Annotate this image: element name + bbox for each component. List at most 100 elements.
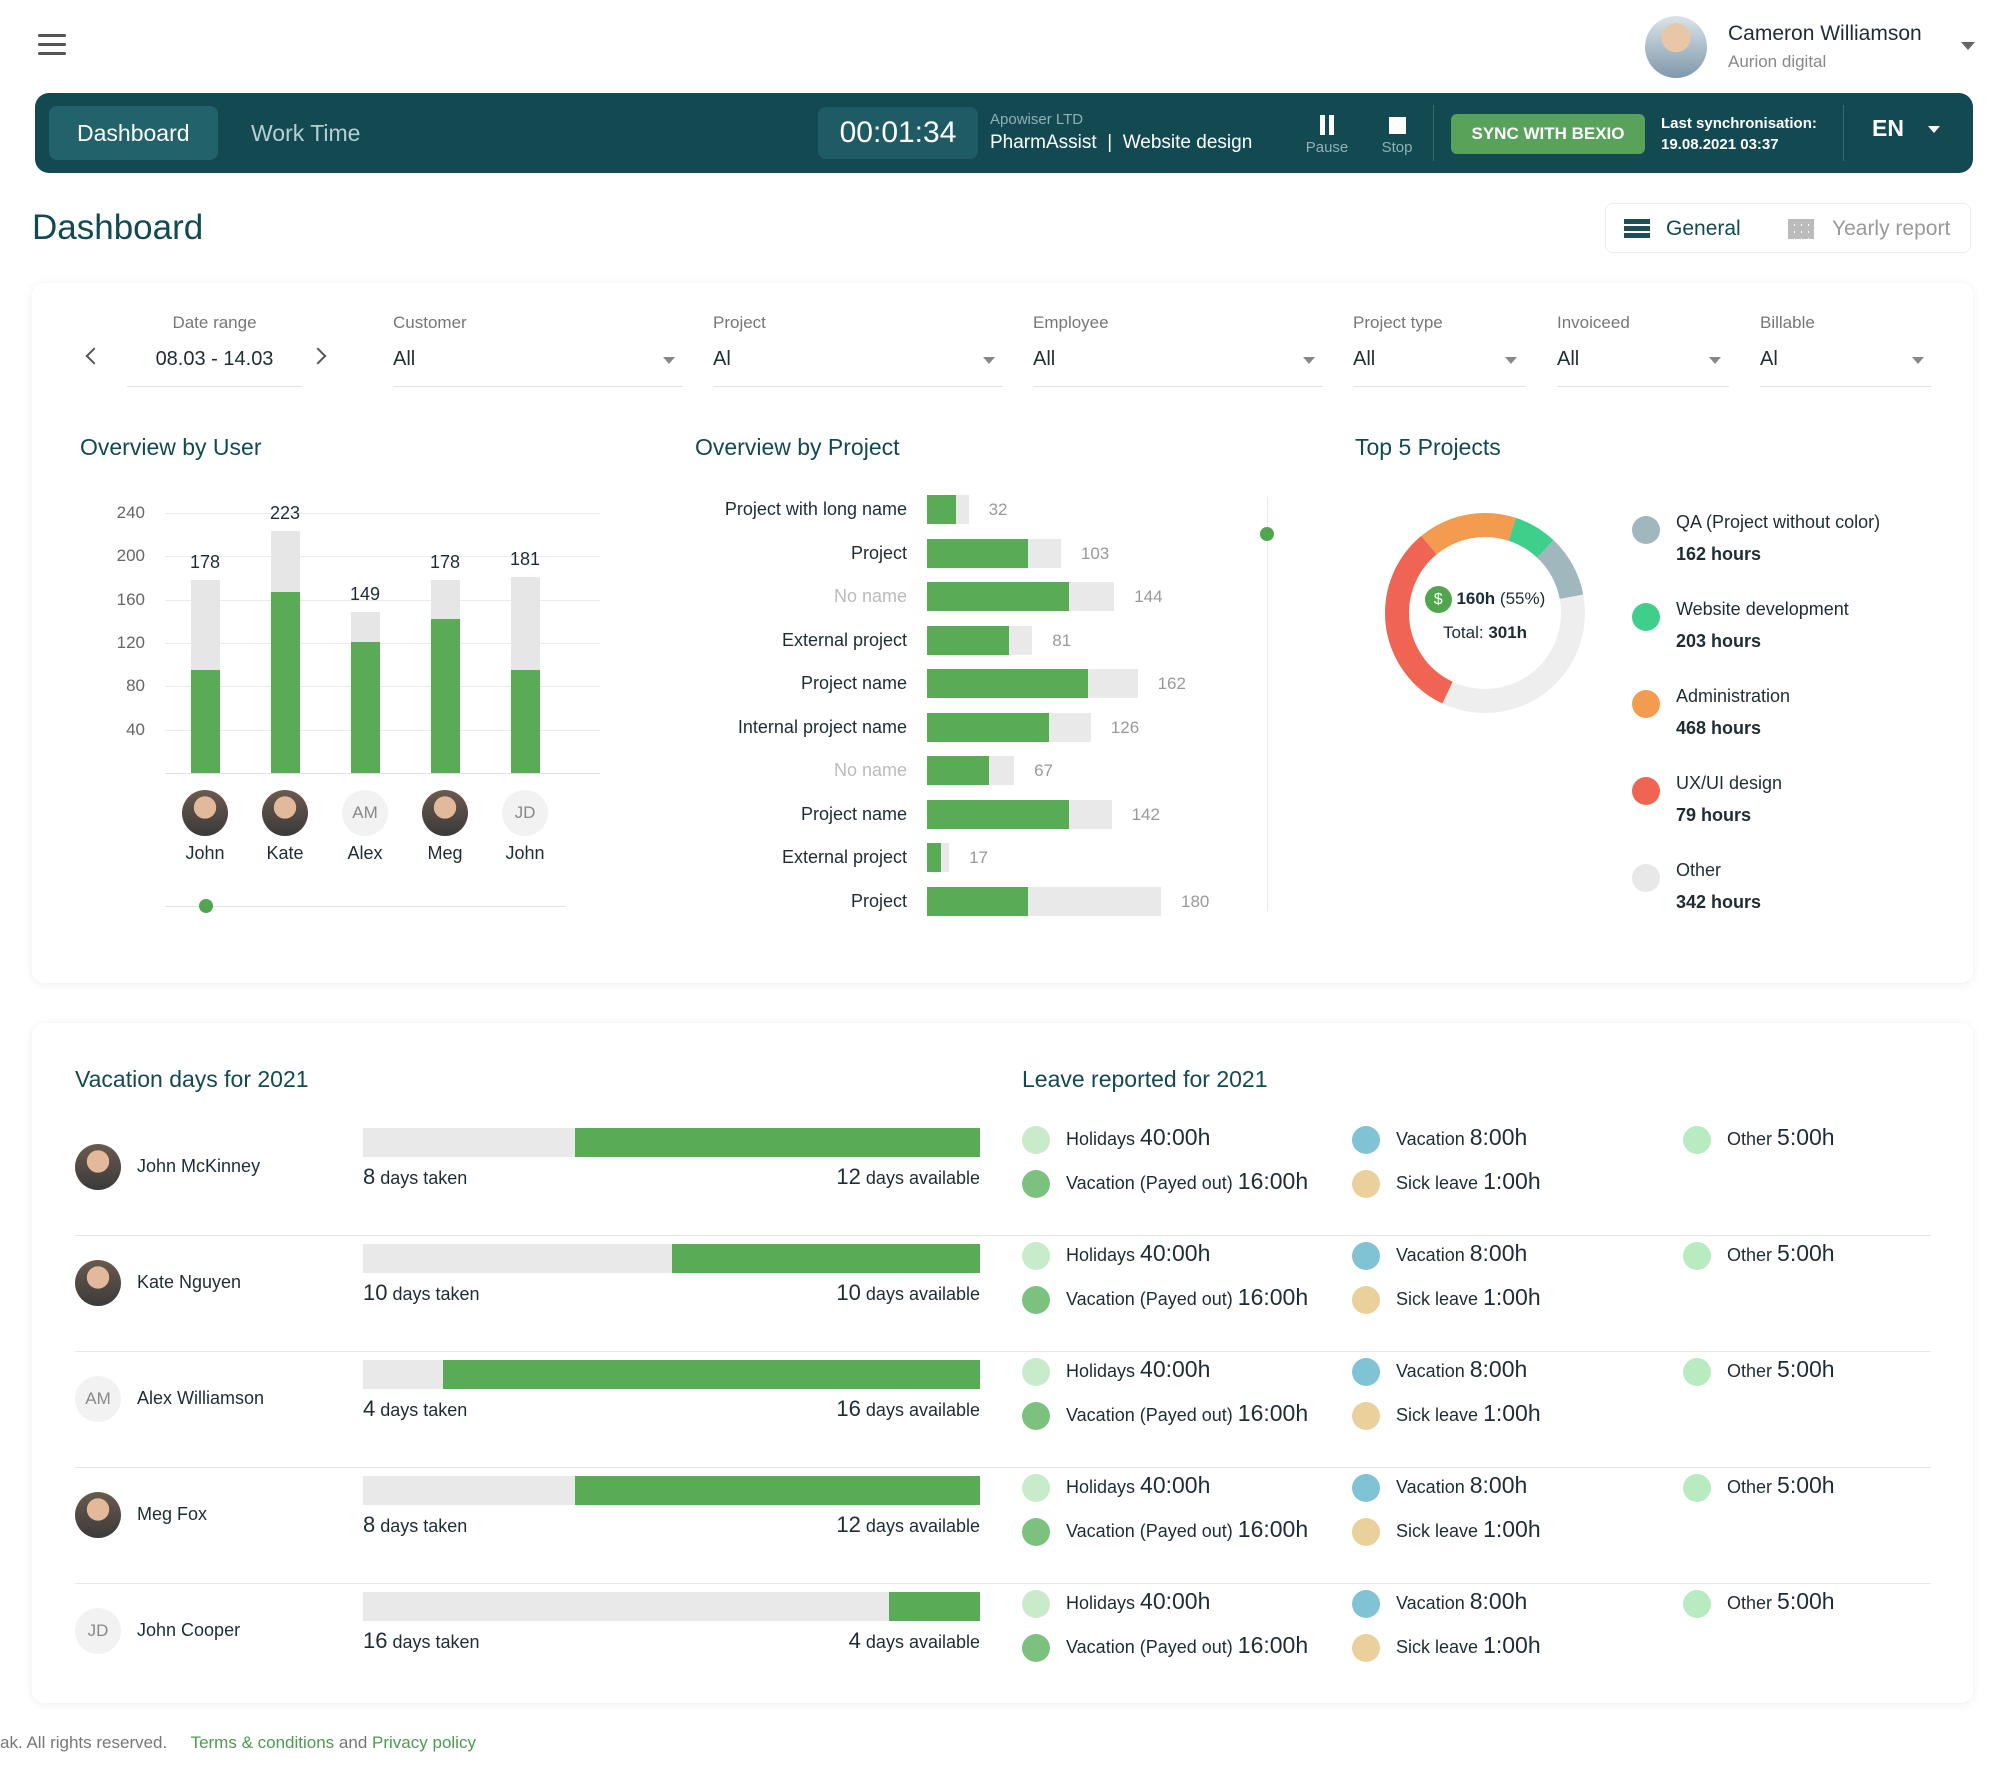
- baseline: [165, 773, 600, 774]
- language-select[interactable]: EN: [1872, 115, 1940, 142]
- bar-filled: [431, 619, 460, 773]
- vacation-progress: [363, 1128, 980, 1157]
- filter-invoiced[interactable]: Invoiceed All: [1557, 313, 1729, 387]
- filter-billable[interactable]: Billable Al: [1760, 313, 1932, 387]
- project-label: Project name: [800, 673, 907, 693]
- bar-value-label: 181: [509, 548, 541, 569]
- leave-dot: [1022, 1170, 1050, 1198]
- leave-label: Holidays: [1066, 1129, 1136, 1149]
- leave-value: 5:00h: [1777, 1124, 1835, 1150]
- leave-item: Vacation (Payed out) 16:00h: [1066, 1168, 1308, 1195]
- avatar: [1645, 16, 1707, 78]
- leave-item: Vacation (Payed out) 16:00h: [1066, 1284, 1308, 1311]
- leave-value: 8:00h: [1469, 1124, 1528, 1150]
- days-taken: 4 days taken: [363, 1396, 467, 1422]
- scroll-handle[interactable]: [1260, 527, 1274, 541]
- leave-item: Sick leave 1:00h: [1396, 1632, 1541, 1659]
- days-taken-suffix: days taken: [380, 1168, 468, 1188]
- tab-dashboard[interactable]: Dashboard: [49, 106, 218, 160]
- scroll-handle[interactable]: [199, 899, 213, 913]
- view-general[interactable]: General: [1666, 217, 1741, 240]
- days-taken-suffix: days taken: [392, 1284, 480, 1304]
- donut-segment[interactable]: [1385, 513, 1585, 713]
- leave-dot: [1352, 1126, 1380, 1154]
- user-bar[interactable]: [351, 611, 380, 773]
- filter-date-range[interactable]: Date range 08.03 - 14.03: [127, 313, 302, 387]
- terms-link[interactable]: Terms & conditions: [190, 1733, 335, 1752]
- leave-label: Vacation (Payed out): [1066, 1405, 1233, 1425]
- bar-value-label: 178: [189, 552, 221, 573]
- days-available: 12 days available: [836, 1164, 980, 1190]
- avatar: [75, 1260, 121, 1306]
- donut-segment[interactable]: [1385, 513, 1585, 713]
- days-taken-suffix: days taken: [380, 1400, 468, 1420]
- employee-name: John Cooper: [137, 1620, 241, 1640]
- leave-value: 5:00h: [1777, 1240, 1835, 1266]
- project-label: Project: [850, 542, 907, 563]
- filter-project-type[interactable]: Project type All: [1353, 313, 1525, 387]
- leave-item: Sick leave 1:00h: [1396, 1168, 1541, 1195]
- project-label: Internal project name: [737, 716, 907, 737]
- days-available-value: 12: [836, 1164, 861, 1189]
- leave-label: Sick leave: [1396, 1521, 1479, 1541]
- filter-customer[interactable]: Customer All: [393, 313, 683, 387]
- user-bar[interactable]: [431, 580, 460, 773]
- leave-item: Vacation (Payed out) 16:00h: [1066, 1632, 1308, 1659]
- y-tick-label: 80: [126, 676, 145, 696]
- y-tick-label: 240: [116, 503, 145, 522]
- leave-label: Vacation (Payed out): [1066, 1289, 1233, 1309]
- project-bar-filled: [927, 625, 1009, 655]
- overview-user-title: Overview by User: [80, 434, 262, 460]
- chevron-down-icon: [1303, 357, 1315, 364]
- days-taken-value: 8: [363, 1164, 376, 1189]
- project-bar-filled: [927, 582, 1069, 611]
- leave-item: Other 5:00h: [1727, 1240, 1835, 1267]
- leave-value: 40:00h: [1140, 1356, 1211, 1382]
- filter-value: Al: [713, 348, 731, 370]
- filter-value: All: [393, 348, 416, 370]
- chevron-down-icon[interactable]: [1961, 42, 1975, 50]
- filter-label: Invoiceed: [1557, 313, 1630, 332]
- leave-dot: [1683, 1590, 1711, 1618]
- pause-button[interactable]: Pause: [1297, 111, 1357, 156]
- leave-dot: [1022, 1358, 1050, 1386]
- footer-and: and: [338, 1733, 368, 1752]
- filter-value: Al: [1760, 348, 1778, 370]
- leave-label: Vacation (Payed out): [1066, 1521, 1233, 1541]
- user-bar[interactable]: [191, 580, 220, 773]
- donut-chart: [1385, 513, 1585, 713]
- user-bar[interactable]: [511, 576, 540, 773]
- user-bar[interactable]: [271, 531, 300, 773]
- leave-value: 5:00h: [1777, 1588, 1835, 1614]
- view-switch: General Yearly report: [1605, 203, 1971, 253]
- user-menu[interactable]: Cameron Williamson Aurion digital: [1645, 16, 1975, 78]
- privacy-link[interactable]: Privacy policy: [372, 1733, 476, 1752]
- leave-item: Vacation (Payed out) 16:00h: [1066, 1516, 1308, 1543]
- leave-value: 40:00h: [1140, 1588, 1211, 1614]
- sync-button[interactable]: SYNC WITH BEXIO: [1451, 114, 1645, 154]
- project-bar-filled: [927, 495, 956, 524]
- list-view-icon: [1624, 219, 1650, 239]
- leave-label: Vacation: [1396, 1593, 1465, 1613]
- view-yearly-report[interactable]: Yearly report: [1832, 217, 1951, 240]
- leave-value: 16:00h: [1237, 1516, 1309, 1542]
- employee-name: Meg Fox: [137, 1504, 208, 1524]
- avatar: [262, 790, 308, 836]
- user-name-label: Alex: [347, 843, 383, 863]
- filter-underline: [1353, 386, 1525, 387]
- filter-employee[interactable]: Employee All: [1033, 313, 1323, 387]
- menu-icon[interactable]: [38, 34, 66, 56]
- leave-item: Sick leave 1:00h: [1396, 1284, 1541, 1311]
- filter-project[interactable]: Project Al: [713, 313, 1003, 387]
- stop-label: Stop: [1381, 139, 1413, 156]
- avatar: JD: [502, 790, 548, 836]
- leave-dot: [1022, 1590, 1050, 1618]
- leave-value: 1:00h: [1483, 1516, 1541, 1542]
- vacation-row: AM Alex Williamson 4 days taken 16 days ava…: [75, 1352, 1931, 1468]
- filter-underline: [1760, 386, 1932, 387]
- tab-work-time[interactable]: Work Time: [251, 120, 361, 146]
- chevron-down-icon: [663, 357, 675, 364]
- stop-button[interactable]: Stop: [1367, 111, 1427, 156]
- days-available: 10 days available: [836, 1280, 980, 1306]
- leave-dot: [1352, 1358, 1380, 1386]
